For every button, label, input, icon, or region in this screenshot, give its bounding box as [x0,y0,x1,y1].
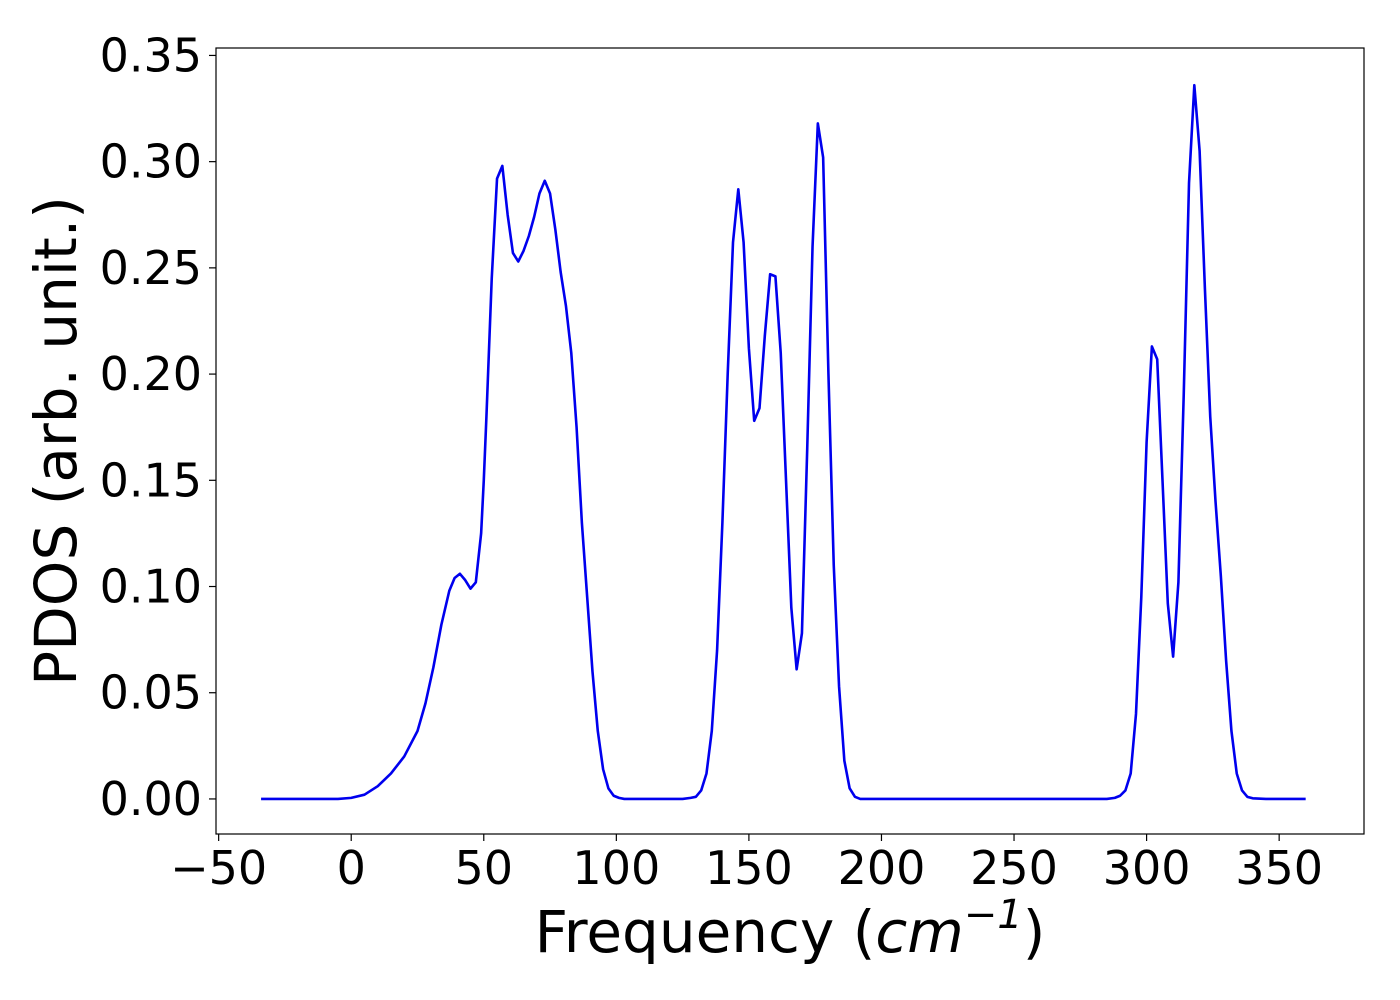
x-axis-label-exponent: −1 [964,892,1023,938]
x-axis-ticks: −50 0 50 100 150 200 250 300 350 [170,834,1323,895]
x-tick-label: 100 [572,841,660,895]
y-tick-label: 0.00 [100,772,202,826]
x-tick-label: 0 [337,841,366,895]
y-tick-label: 0.35 [100,28,202,82]
plot-area [215,47,1365,835]
y-tick-label: 0.25 [100,241,202,295]
y-tick-label: 0.15 [100,453,202,507]
x-axis-label-prefix: Frequency ( [535,898,876,966]
x-tick-label: 200 [838,841,926,895]
y-tick-label: 0.30 [100,135,202,189]
x-tick-label: 250 [970,841,1058,895]
x-axis-label-unit: cm [875,898,963,966]
series-layer [261,83,1306,801]
series-line-0 [261,83,1306,801]
x-tick-label: −50 [170,841,267,895]
y-tick-label: 0.05 [100,666,202,720]
y-axis-ticks: 0.00 0.05 0.10 0.15 0.20 0.25 0.30 0.35 [100,28,216,826]
y-tick-label: 0.20 [100,347,202,401]
x-tick-label: 150 [705,841,793,895]
x-axis-label: Frequency (cm−1) [535,892,1046,966]
x-tick-label: 50 [455,841,514,895]
plot-frame [215,47,1365,835]
y-tick-label: 0.10 [100,560,202,614]
plot-background [216,48,1364,834]
x-tick-label: 300 [1103,841,1191,895]
y-axis-label: PDOS (arb. unit.) [22,196,90,686]
x-tick-label: 350 [1235,841,1323,895]
x-axis-label-suffix: ) [1023,898,1046,966]
